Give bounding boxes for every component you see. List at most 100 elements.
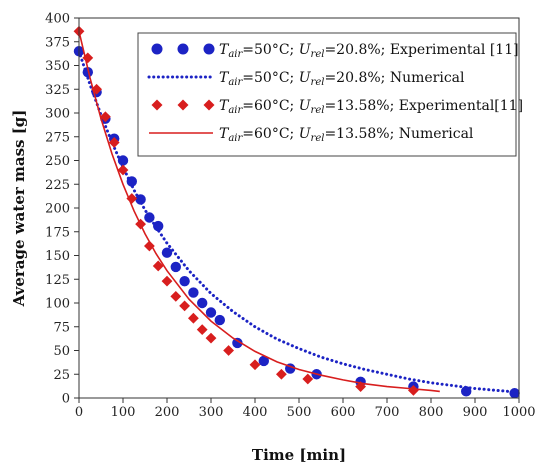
data-point — [232, 337, 243, 349]
legend-label-part: T — [219, 42, 230, 58]
legend-label-part: U — [299, 98, 312, 114]
x-tick-label: 200 — [155, 405, 180, 420]
legend-label-part: rel — [311, 49, 325, 60]
legend-label-part: =60°C; — [242, 98, 298, 114]
y-tick-label: 275 — [45, 130, 70, 145]
legend-label-part: rel — [311, 105, 325, 116]
legend-box — [137, 32, 517, 157]
legend-item-2: Tair=50°C; Urel=20.8%; Numerical — [147, 70, 465, 88]
data-point — [461, 386, 472, 397]
legend-item-4: Tair=60°C; Urel=13.58%; Numerical — [149, 126, 474, 144]
y-tick-label: 75 — [53, 320, 70, 335]
x-tick-label: 900 — [463, 405, 488, 420]
data-point — [117, 155, 129, 166]
legend-label-part: U — [299, 42, 312, 58]
legend-marker-swatch — [177, 43, 189, 55]
y-tick-label: 50 — [53, 344, 70, 359]
data-point — [161, 275, 173, 287]
data-layer — [73, 25, 521, 399]
legend-marker-swatch — [177, 99, 189, 111]
data-point — [100, 111, 111, 123]
y-tick-label: 400 — [45, 12, 70, 27]
y-tick-label: 350 — [45, 59, 70, 74]
x-tick-label: 500 — [287, 405, 312, 420]
x-tick-label: 300 — [199, 405, 224, 420]
legend-label: Tair=60°C; Urel=13.58%; Experimental[11] — [219, 98, 523, 116]
data-point — [135, 194, 146, 205]
legend-label: Tair=60°C; Urel=13.58%; Numerical — [219, 126, 474, 144]
legend-label-part: air — [228, 77, 243, 88]
data-point — [188, 287, 199, 298]
legend-label-part: =13.58%; Numerical — [324, 126, 473, 142]
legend-marker-swatch — [151, 99, 163, 111]
y-tick-label: 175 — [45, 225, 70, 240]
legend-label-part: =20.8%; Experimental [11] — [324, 42, 518, 58]
x-tick-label: 600 — [331, 405, 356, 420]
x-tick-label: 0 — [75, 405, 83, 420]
y-tick-label: 100 — [45, 297, 70, 312]
data-point — [170, 290, 182, 302]
x-tick-label: 1000 — [502, 405, 535, 420]
legend-label-part: T — [219, 70, 230, 86]
data-point — [205, 332, 217, 344]
data-point — [223, 345, 234, 356]
legend-marker-swatch — [203, 43, 215, 55]
legend-label-part: rel — [311, 133, 325, 144]
legend-label-part: air — [228, 133, 243, 144]
plot-area: Tair=50°C; Urel=20.8%; Experimental [11]… — [73, 17, 523, 399]
data-point — [170, 261, 181, 273]
data-point — [108, 137, 120, 148]
legend-label-part: =50°C; — [242, 42, 298, 58]
data-point — [117, 164, 129, 176]
legend-label-part: =20.8%; Numerical — [324, 70, 465, 86]
series-4 — [78, 31, 440, 393]
data-point — [214, 314, 225, 326]
legend-marker-swatch — [203, 99, 215, 111]
y-tick-label: 150 — [45, 249, 70, 264]
legend-label-part: air — [228, 105, 243, 116]
data-point — [276, 368, 287, 380]
legend: Tair=50°C; Urel=20.8%; Experimental [11]… — [137, 32, 523, 157]
legend-label: Tair=50°C; Urel=20.8%; Experimental [11] — [219, 42, 519, 60]
x-tick-label: 700 — [375, 405, 400, 420]
x-tick-label: 400 — [243, 405, 268, 420]
x-axis-ticks: 0 100 200 300 400 500 600 700 800 900 1000 — [75, 398, 536, 420]
data-point — [126, 193, 138, 204]
data-point — [144, 212, 155, 223]
y-tick-label: 125 — [45, 273, 70, 288]
data-point — [509, 388, 520, 399]
data-point — [82, 52, 94, 64]
data-point — [249, 359, 261, 371]
data-point — [258, 355, 269, 367]
legend-label: Tair=50°C; Urel=20.8%; Numerical — [219, 70, 465, 88]
legend-label-part: =13.58%; Experimental[11] — [324, 98, 523, 114]
data-point — [188, 312, 199, 324]
x-tick-label: 100 — [111, 405, 136, 420]
y-tick-label: 25 — [53, 368, 70, 383]
data-point — [302, 373, 314, 385]
data-point — [179, 300, 190, 312]
series-line — [78, 31, 440, 393]
legend-label-part: =50°C; — [242, 70, 298, 86]
x-axis-title: Time [min] — [252, 446, 346, 464]
y-tick-label: 200 — [45, 202, 70, 217]
legend-label-part: T — [219, 126, 230, 142]
y-axis-title: Average water mass [g] — [10, 110, 28, 308]
y-axis-ticks: 0 25 50 75 100 125 150 175 200 225 250 275 300 325 350… — [45, 12, 79, 407]
y-tick-label: 300 — [45, 107, 70, 122]
legend-label-part: rel — [311, 77, 325, 88]
legend-label-part: =60°C; — [242, 126, 298, 142]
data-point — [196, 324, 208, 335]
data-point — [197, 297, 208, 309]
legend-label-part: U — [299, 126, 312, 142]
legend-marker-swatch — [151, 43, 163, 55]
data-point — [179, 275, 190, 287]
data-point — [152, 260, 164, 272]
legend-item-1: Tair=50°C; Urel=20.8%; Experimental [11] — [151, 42, 519, 60]
legend-item-3: Tair=60°C; Urel=13.58%; Experimental[11] — [151, 98, 523, 116]
data-point — [408, 385, 419, 396]
legend-label-part: U — [299, 70, 312, 86]
y-tick-label: 0 — [62, 392, 70, 407]
y-tick-label: 375 — [45, 35, 70, 50]
